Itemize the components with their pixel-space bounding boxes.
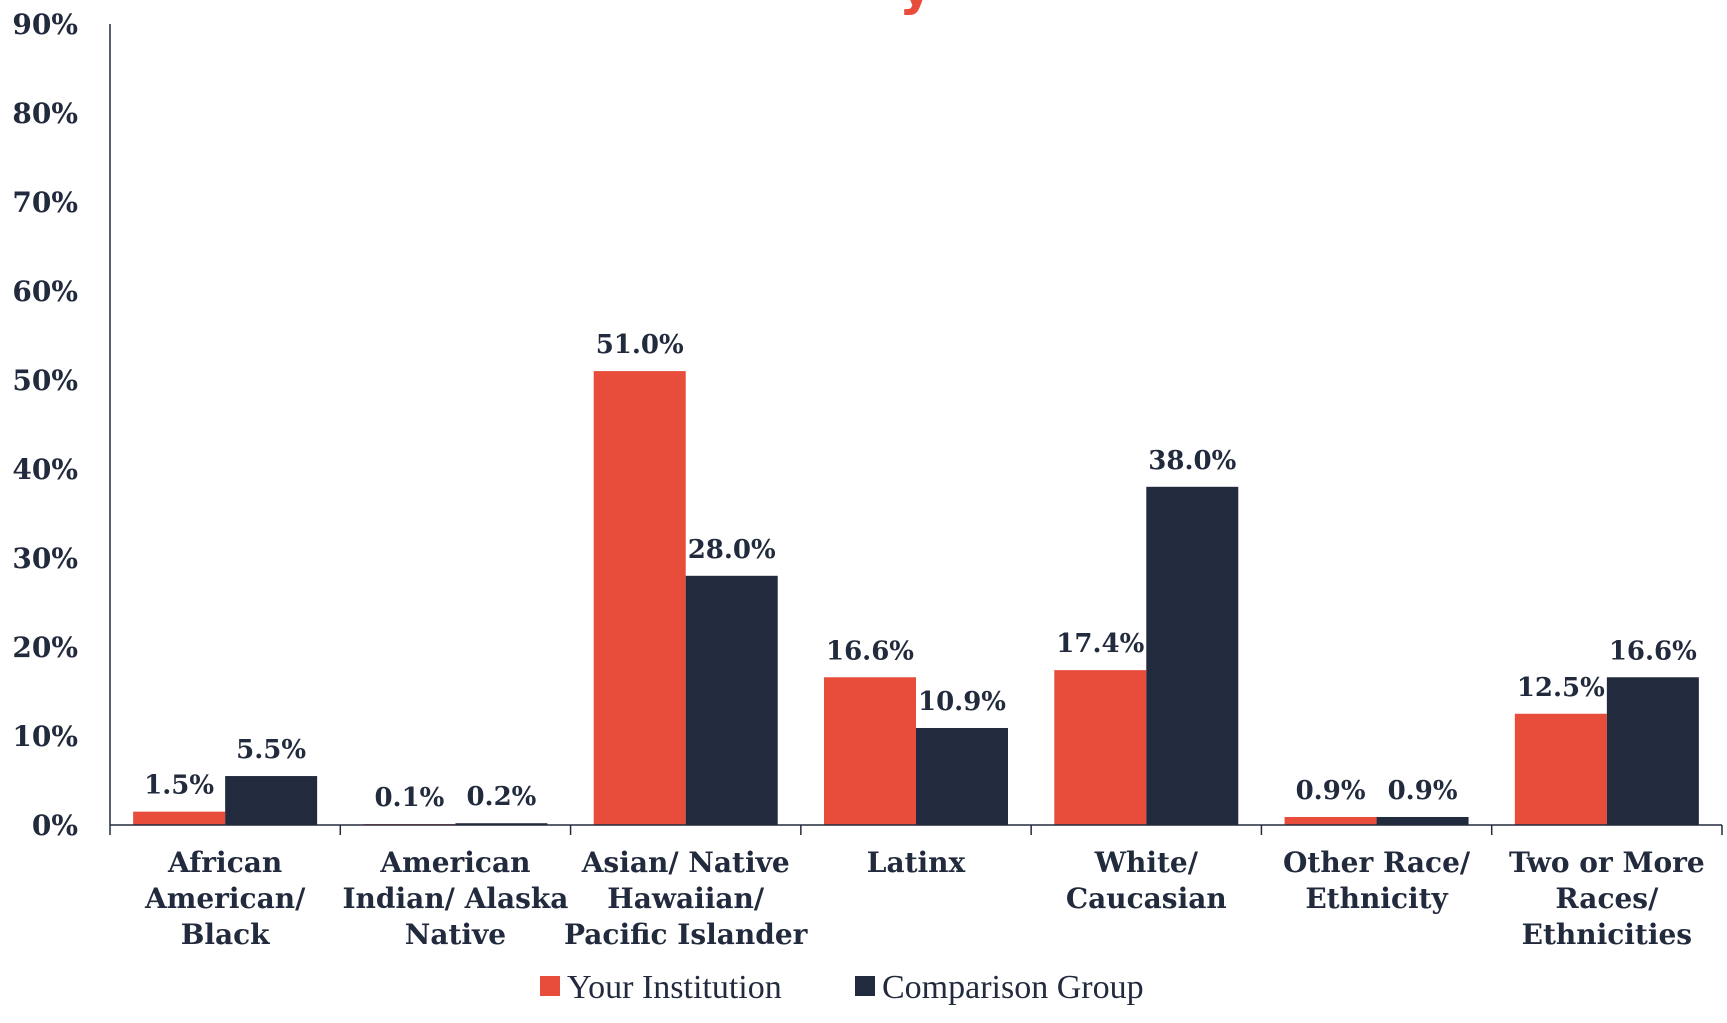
y-tick-label: 60% (12, 275, 78, 308)
data-labels: 1.5%5.5%0.1% 0.2%51.0%28.0%16.6%10.9%17.4… (144, 330, 1697, 813)
x-category-label-line: African (167, 846, 282, 879)
bar-comparison-group (685, 575, 778, 825)
x-category-label-line: American (379, 846, 530, 879)
bar-comparison-group (1606, 677, 1699, 825)
data-label: 5.5% (236, 735, 306, 765)
data-label: 17.4% (1056, 629, 1144, 659)
x-category-label: Two or More Races/Ethnicities (1509, 846, 1705, 951)
x-category-label-line: White/ (1094, 846, 1199, 879)
x-category-label-line: Ethnicity (1305, 882, 1448, 915)
data-label: 1.5% (144, 771, 214, 801)
x-category-label: African American/Black (144, 846, 306, 951)
y-tick-label: 90% (12, 8, 78, 41)
data-label: 10.9% (918, 687, 1006, 717)
x-axis-labels: African American/Black American Indian/ Ala… (144, 846, 1705, 951)
y-tick-label: 0% (32, 809, 78, 842)
data-label: 38.0% (1148, 446, 1236, 476)
bar-your-institution (824, 677, 916, 825)
data-label: 0.1% (374, 783, 444, 813)
bar-your-institution (593, 371, 686, 825)
data-label: 16.6% (826, 636, 914, 666)
y-tick-label: 80% (12, 97, 78, 130)
data-label: 0.9% (1296, 776, 1366, 806)
x-category-label-line: Other Race/ (1283, 846, 1471, 879)
bar-comparison-group (225, 776, 318, 825)
bar-comparison-group (1376, 816, 1469, 825)
x-category-label-line: Pacific Islander (564, 918, 809, 951)
y-tick-label: 10% (12, 720, 78, 753)
bar-comparison-group (455, 823, 548, 825)
data-label: 12.5% (1517, 673, 1605, 703)
data-label: 16.6% (1609, 636, 1697, 666)
y-axis-ticks: 0% 10% 20% 30% 40% 50% 60% 70% 80% 90% (12, 8, 78, 842)
x-category-label: American Indian/ Alaska Native (342, 846, 568, 951)
chart-title-fragment: y (899, 0, 933, 17)
x-category-label-line: Asian/ Native (581, 846, 790, 879)
x-category-label-line: Latinx (867, 846, 966, 879)
x-category-label: White/Caucasian (1066, 846, 1227, 915)
legend-swatch (540, 976, 560, 996)
legend-item-your-institution: Your Institution (567, 969, 782, 1006)
x-category-label-line: Ethnicities (1522, 918, 1692, 951)
x-category-label-line: Caucasian (1066, 882, 1227, 915)
legend-swatch (855, 976, 875, 996)
data-label: 0.9% (1388, 776, 1458, 806)
bar-comparison-group (1146, 486, 1239, 825)
y-tick-label: 70% (12, 186, 78, 219)
y-tick-label: 30% (12, 542, 78, 575)
bar-comparison-group (916, 727, 1008, 825)
legend-item-comparison-group: Comparison Group (882, 969, 1144, 1006)
x-category-label: Asian/ Native Hawaiian/Pacific Islander (564, 846, 809, 951)
bar-your-institution (133, 811, 226, 825)
x-category-label-line: Two or More (1509, 846, 1705, 879)
data-label: 28.0% (688, 535, 776, 565)
bar-your-institution (1514, 713, 1607, 825)
y-tick-label: 50% (12, 364, 78, 397)
x-category-label-line: American/ (144, 882, 306, 915)
y-tick-label: 40% (12, 453, 78, 486)
x-category-label: Other Race/Ethnicity (1283, 846, 1471, 915)
x-category-label: Latinx (867, 846, 966, 879)
bars (133, 371, 1699, 826)
x-category-label-line: Black (181, 918, 270, 951)
data-label: 0.2% (466, 782, 536, 812)
axes (109, 24, 1723, 835)
x-category-label-line: Hawaiian/ (607, 882, 765, 915)
bar-your-institution (1284, 816, 1377, 825)
data-label: 51.0% (596, 330, 684, 360)
bar-your-institution (1054, 670, 1147, 825)
x-category-label-line: Native (405, 918, 506, 951)
x-category-label-line: Races/ (1555, 882, 1659, 915)
x-category-label-line: Indian/ Alaska (342, 882, 568, 915)
legend: Your Institution Comparison Group (540, 969, 1144, 1006)
y-tick-label: 20% (12, 631, 78, 664)
